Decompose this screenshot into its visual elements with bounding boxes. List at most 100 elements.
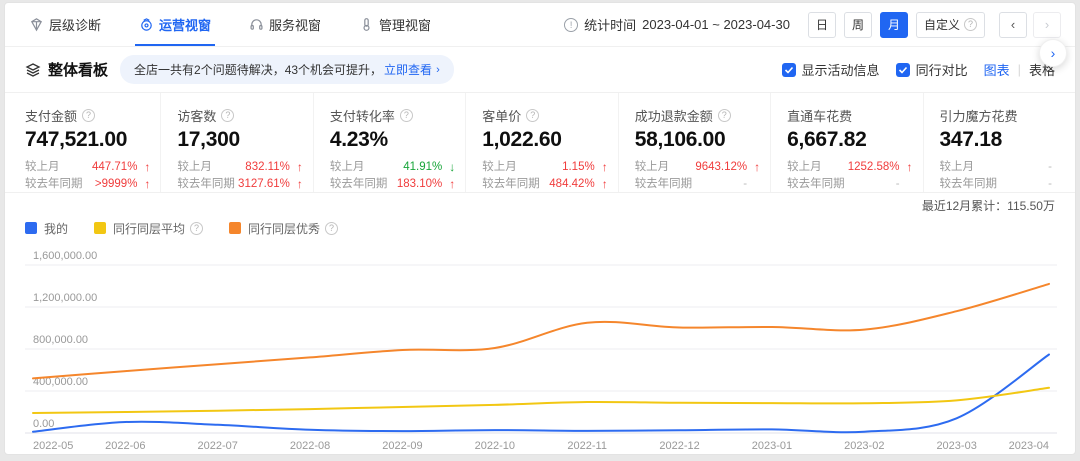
svg-text:2022-06: 2022-06 (105, 440, 145, 452)
period-month-button[interactable]: 月 (880, 12, 908, 38)
series-line (33, 388, 1049, 413)
help-icon[interactable]: ? (718, 109, 731, 122)
kpi-mom-row: 较上月9643.12%↑ (635, 159, 760, 176)
kpi-card[interactable]: 支付金额?747,521.00较上月447.71%↑较去年同期>9999%↑ (5, 93, 160, 192)
kpi-mom-row: 较上月41.91%↓ (330, 159, 455, 176)
statistics-time-label: 统计时间 (584, 15, 636, 34)
kpi-mom-row: 较上月1.15%↑ (482, 159, 607, 176)
view-chart-option[interactable]: 图表 (984, 60, 1010, 79)
kpi-card[interactable]: 成功退款金额?58,106.00较上月9643.12%↑较去年同期- (618, 93, 770, 192)
kpi-title: 引力魔方花费 (940, 106, 1065, 125)
kpi-yoy-row: 较去年同期- (940, 176, 1065, 193)
kpi-yoy-row: 较去年同期484.42%↑ (482, 176, 607, 193)
arrow-up-icon: ↑ (442, 176, 455, 193)
kpi-card[interactable]: 访客数?17,300较上月832.11%↑较去年同期3127.61%↑ (160, 93, 312, 192)
statistics-time: ! 统计时间 2023-04-01 ~ 2023-04-30 (564, 15, 790, 34)
kpi-mom-row: 较上月1252.58%↑ (787, 159, 912, 176)
legend-item[interactable]: 同行同层平均? (94, 220, 203, 237)
kpi-card[interactable]: 支付转化率?4.23%较上月41.91%↓较去年同期183.10%↑ (313, 93, 465, 192)
kpi-card[interactable]: 直通车花费6,667.82较上月1252.58%↑较去年同期- (770, 93, 922, 192)
help-icon[interactable]: ? (526, 109, 539, 122)
board-title-text: 整体看板 (48, 59, 108, 80)
tab-level-diagnosis[interactable]: 层级诊断 (25, 3, 105, 46)
legend-item[interactable]: 我的 (25, 220, 68, 237)
arrow-up-icon: ↑ (595, 176, 608, 193)
arrow-up-icon: ↑ (137, 159, 150, 176)
period-day-button[interactable]: 日 (808, 12, 836, 38)
help-icon: ? (964, 18, 977, 31)
kpi-title: 访客数? (177, 106, 302, 125)
diagnosis-icon (29, 17, 44, 32)
board-title: 整体看板 (25, 59, 108, 80)
svg-text:2022-08: 2022-08 (290, 440, 330, 452)
kpi-value: 1,022.60 (482, 128, 607, 152)
kpi-value: 347.18 (940, 128, 1065, 152)
summary-label: 最近12月累计： (922, 199, 1007, 213)
layers-icon (25, 62, 41, 78)
last-12-months-total: 最近12月累计：115.50万 (25, 197, 1055, 215)
tab-service-view[interactable]: 服务视窗 (245, 3, 325, 46)
date-pager: ‹ › (999, 12, 1061, 38)
svg-text:1,200,000.00: 1,200,000.00 (33, 292, 97, 304)
tab-label: 管理视窗 (379, 15, 431, 34)
help-icon[interactable]: ? (82, 109, 95, 122)
peer-compare-checkbox[interactable]: 同行对比 (896, 60, 968, 79)
series-line (33, 284, 1049, 379)
kpi-card[interactable]: 引力魔方花费347.18较上月-较去年同期- (923, 93, 1075, 192)
view-tabs: 层级诊断 运营视窗 服务视窗 管理视窗 (25, 3, 465, 46)
arrow-up-icon: ↑ (137, 176, 150, 193)
chart-legend: 我的 同行同层平均? 同行同层优秀? (25, 217, 1055, 239)
tab-label: 服务视窗 (269, 15, 321, 34)
svg-text:1,600,000.00: 1,600,000.00 (33, 250, 97, 262)
management-icon (359, 17, 374, 32)
help-icon[interactable]: ? (400, 109, 413, 122)
legend-swatch (25, 222, 37, 234)
prev-period-button[interactable]: ‹ (999, 12, 1027, 38)
operations-icon (139, 17, 154, 32)
kpi-value: 747,521.00 (25, 128, 150, 152)
svg-text:2023-04: 2023-04 (1009, 440, 1049, 452)
more-cards-button[interactable]: › (1039, 39, 1067, 67)
toggle-label: 显示活动信息 (802, 60, 880, 79)
kpi-value: 17,300 (177, 128, 302, 152)
arrow-down-icon: ↓ (442, 159, 455, 176)
legend-item[interactable]: 同行同层优秀? (229, 220, 338, 237)
summary-value: 115.50万 (1007, 199, 1055, 213)
next-period-button[interactable]: › (1033, 12, 1061, 38)
view-now-link[interactable]: 立即查看 (384, 61, 432, 78)
kpi-yoy-row: 较去年同期- (787, 176, 912, 193)
svg-text:2022-10: 2022-10 (475, 440, 515, 452)
arrow-up-icon: ↑ (747, 159, 760, 176)
help-icon[interactable]: ? (325, 222, 338, 235)
arrow-up-icon: ↑ (595, 159, 608, 176)
notice-text: 全店一共有2个问题待解决，43个机会可提升， (134, 61, 382, 78)
divider: | (1018, 62, 1021, 77)
help-icon[interactable]: ? (190, 222, 203, 235)
kpi-title: 支付转化率? (330, 106, 455, 125)
kpi-card[interactable]: 客单价? 1,022.60 较上月1.15%↑较去年同期484.42%↑ (465, 93, 617, 192)
kpi-title: 客单价? (482, 106, 607, 125)
show-activity-info-checkbox[interactable]: 显示活动信息 (782, 60, 880, 79)
period-week-button[interactable]: 周 (844, 12, 872, 38)
arrow-up-icon: ↑ (290, 159, 303, 176)
statistics-time-range: 2023-04-01 ~ 2023-04-30 (642, 17, 790, 32)
board-header-row: 整体看板 全店一共有2个问题待解决，43个机会可提升， 立即查看 › 显示活动信… (5, 47, 1075, 93)
line-chart: 0.00400,000.00800,000.001,200,000.001,60… (25, 241, 1055, 455)
arrow-up-icon: ↑ (900, 159, 913, 176)
svg-text:2022-07: 2022-07 (198, 440, 238, 452)
svg-text:800,000.00: 800,000.00 (33, 334, 88, 346)
tab-management-view[interactable]: 管理视窗 (355, 3, 435, 46)
trend-chart-section: 最近12月累计：115.50万 我的同行同层平均?同行同层优秀? 0.00400… (5, 193, 1075, 455)
date-controls: ! 统计时间 2023-04-01 ~ 2023-04-30 日 周 月 自定义… (564, 12, 1061, 38)
help-icon[interactable]: ? (221, 109, 234, 122)
svg-text:2023-01: 2023-01 (752, 440, 792, 452)
tab-operations-view[interactable]: 运营视窗 (135, 3, 215, 46)
svg-text:2022-09: 2022-09 (382, 440, 422, 452)
checkbox-checked-icon (896, 63, 910, 77)
kpi-title: 成功退款金额? (635, 106, 760, 125)
kpi-mom-row: 较上月447.71%↑ (25, 159, 150, 176)
period-custom-button[interactable]: 自定义? (916, 12, 985, 38)
kpi-yoy-row: 较去年同期183.10%↑ (330, 176, 455, 193)
line-chart-svg: 0.00400,000.00800,000.001,200,000.001,60… (25, 241, 1057, 453)
kpi-value: 58,106.00 (635, 128, 760, 152)
